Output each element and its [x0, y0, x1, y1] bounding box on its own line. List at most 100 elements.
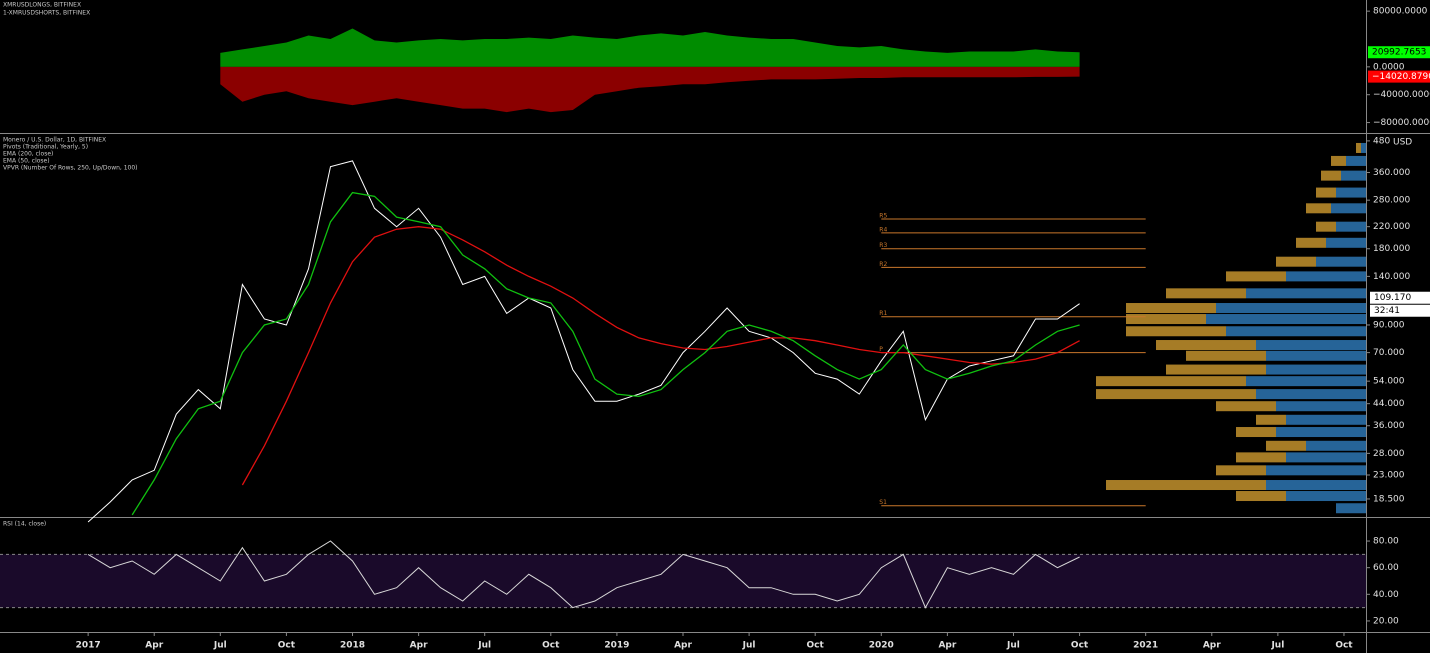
line	[241, 226, 1080, 486]
vp-up	[1326, 237, 1366, 248]
pivot-label: R3	[879, 242, 887, 249]
vp-up	[1336, 503, 1366, 514]
vp-down	[1321, 170, 1341, 181]
countdown-box	[1370, 304, 1430, 317]
y-tick-label: 54.000	[1373, 377, 1405, 387]
vp-down	[1266, 440, 1306, 451]
y-tick-label: 180.000	[1373, 244, 1410, 254]
y-tick-label: 28.000	[1373, 449, 1405, 459]
last-value-label-box	[1368, 70, 1430, 83]
vp-down	[1276, 256, 1316, 267]
x-tick-label: Apr	[938, 641, 956, 651]
y-tick-label: 220.000	[1373, 222, 1410, 232]
y-tick-label: 70.000	[1373, 348, 1405, 358]
vp-down	[1256, 414, 1286, 425]
vp-up	[1336, 221, 1366, 232]
x-tick-label: Apr	[410, 641, 428, 651]
vp-up	[1316, 256, 1366, 267]
x-tick-label: 2018	[340, 641, 365, 651]
pivot-label: R2	[879, 261, 887, 268]
x-tick-label: Apr	[674, 641, 692, 651]
vp-up	[1226, 326, 1366, 337]
vp-up	[1266, 480, 1366, 491]
vp-down	[1306, 203, 1331, 214]
vp-up	[1336, 187, 1366, 198]
vp-up	[1206, 314, 1366, 325]
x-tick-label: 2021	[1133, 641, 1158, 651]
y-tick-label: 80000.0000	[1373, 7, 1428, 17]
pivot-label: R1	[879, 310, 887, 317]
y-tick-label: 44.000	[1373, 399, 1405, 409]
legend-entry: VPVR (Number Of Rows, 250, Up/Down, 100)	[3, 165, 138, 172]
x-tick-label: Oct	[807, 641, 825, 651]
vp-up	[1256, 340, 1366, 351]
vp-up	[1286, 414, 1366, 425]
y-tick-label: 0.0000	[1373, 62, 1405, 72]
vp-down	[1236, 491, 1286, 502]
x-tick-label: Jul	[477, 641, 491, 651]
y-tick-label: 18.500	[1373, 494, 1405, 504]
vp-down	[1156, 340, 1256, 351]
x-tick-label: 2019	[604, 641, 629, 651]
vp-up	[1266, 364, 1366, 375]
legend-entry: 1-XMRUSDSHORTS, BITFINEX	[3, 10, 90, 17]
y-tick-label: 90.000	[1373, 320, 1405, 330]
last-value-label: 109.170	[1374, 293, 1411, 303]
legend-entry: XMRUSDLONGS, BITFINEX	[3, 2, 81, 9]
x-tick-label: Oct	[278, 641, 296, 651]
vp-down	[1296, 237, 1326, 248]
rsi-band	[0, 554, 1366, 608]
line	[87, 540, 1080, 609]
y-tick-label: 23.000	[1373, 471, 1405, 481]
x-tick-label: Apr	[145, 641, 163, 651]
legend-entry: EMA (200, close)	[3, 151, 53, 158]
vp-down	[1166, 364, 1266, 375]
x-tick-label: 2020	[869, 641, 894, 651]
legend-entry: Pivots (Traditional, Yearly, 5)	[3, 144, 88, 151]
vp-up	[1266, 465, 1366, 476]
y-tick-label: −80000.0000	[1373, 118, 1430, 128]
x-tick-label: Jul	[213, 641, 227, 651]
vp-down	[1126, 314, 1206, 325]
vp-up	[1341, 170, 1366, 181]
y-tick-label: 40.00	[1373, 590, 1399, 600]
unit-label: USD	[1393, 138, 1412, 148]
vp-up	[1246, 288, 1366, 299]
x-tick-label: Jul	[742, 641, 756, 651]
line	[87, 160, 1080, 523]
pivot-label: R4	[879, 226, 887, 233]
countdown: 32:41	[1374, 306, 1400, 316]
area	[220, 66, 1080, 113]
x-tick-label: Oct	[1335, 641, 1353, 651]
vp-up	[1361, 142, 1366, 153]
y-tick-label: 20.00	[1373, 616, 1399, 626]
area	[220, 28, 1080, 67]
y-tick-label: 360.000	[1373, 168, 1410, 178]
x-tick-label: Apr	[1203, 641, 1221, 651]
vp-down	[1106, 480, 1266, 491]
last-value-label: −14020.8790	[1372, 72, 1430, 82]
vp-down	[1096, 389, 1256, 400]
vp-down	[1331, 155, 1346, 166]
vp-up	[1216, 303, 1366, 314]
vp-up	[1286, 491, 1366, 502]
pivot-label: R5	[879, 212, 887, 219]
y-tick-label: −40000.0000	[1373, 90, 1430, 100]
y-tick-label: 480	[1373, 136, 1390, 146]
vp-down	[1216, 401, 1276, 412]
y-tick-label: 80.00	[1373, 537, 1399, 547]
last-value-label-box	[1368, 46, 1430, 59]
last-value-label-box	[1370, 291, 1430, 304]
vp-down	[1126, 326, 1226, 337]
vp-down	[1236, 452, 1286, 463]
chart-title: RSI (14, close)	[3, 521, 46, 528]
vp-up	[1331, 203, 1366, 214]
y-tick-label: 280.000	[1373, 196, 1410, 206]
y-tick-label: 140.000	[1373, 272, 1410, 282]
vp-up	[1346, 155, 1366, 166]
x-tick-label: Oct	[542, 641, 560, 651]
x-tick-label: Jul	[1006, 641, 1020, 651]
vp-up	[1266, 350, 1366, 361]
y-tick-label: 60.00	[1373, 563, 1399, 573]
